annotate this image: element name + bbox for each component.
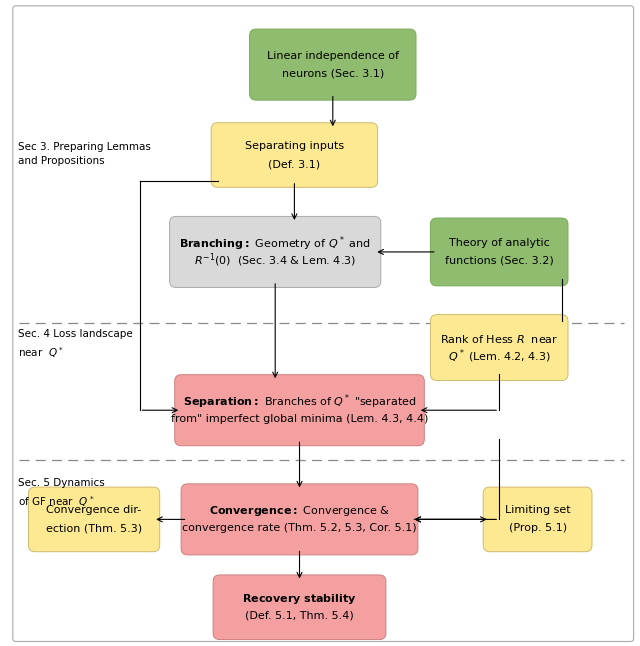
Text: Sec. 4 Loss landscape
near  $Q^*$: Sec. 4 Loss landscape near $Q^*$: [18, 329, 132, 360]
FancyBboxPatch shape: [211, 123, 378, 187]
FancyBboxPatch shape: [175, 375, 424, 446]
FancyBboxPatch shape: [250, 29, 416, 100]
FancyBboxPatch shape: [28, 487, 159, 552]
Text: convergence rate (Thm. 5.2, 5.3, Cor. 5.1): convergence rate (Thm. 5.2, 5.3, Cor. 5.…: [182, 523, 417, 533]
Text: Rank of Hess $R$  near: Rank of Hess $R$ near: [440, 333, 558, 345]
FancyBboxPatch shape: [483, 487, 592, 552]
Text: from" imperfect global minima (Lem. 4.3, 4.4): from" imperfect global minima (Lem. 4.3,…: [171, 413, 428, 424]
Text: $\mathbf{Branching:}$ Geometry of $Q^*$ and: $\mathbf{Branching:}$ Geometry of $Q^*$ …: [179, 234, 371, 253]
Text: Sec. 5 Dynamics
of GF near  $Q^*$: Sec. 5 Dynamics of GF near $Q^*$: [18, 478, 105, 509]
FancyBboxPatch shape: [213, 575, 386, 640]
FancyBboxPatch shape: [430, 315, 568, 380]
Text: $R^{-1}(0)$  (Sec. 3.4 & Lem. 4.3): $R^{-1}(0)$ (Sec. 3.4 & Lem. 4.3): [194, 251, 356, 269]
FancyBboxPatch shape: [181, 484, 418, 555]
Text: Convergence dir-: Convergence dir-: [47, 505, 141, 516]
Text: (Def. 3.1): (Def. 3.1): [268, 159, 321, 169]
Text: Limiting set: Limiting set: [505, 505, 570, 516]
Text: $Q^*$ (Lem. 4.2, 4.3): $Q^*$ (Lem. 4.2, 4.3): [448, 347, 550, 365]
Text: (Prop. 5.1): (Prop. 5.1): [509, 523, 566, 534]
Text: $\mathbf{Separation:}$ Branches of $Q^*$ "separated: $\mathbf{Separation:}$ Branches of $Q^*$…: [183, 393, 416, 411]
Text: $\mathbf{Convergence:}$ Convergence &: $\mathbf{Convergence:}$ Convergence &: [209, 504, 390, 518]
Text: Separating inputs: Separating inputs: [245, 141, 344, 151]
FancyBboxPatch shape: [430, 218, 568, 286]
Text: (Def. 5.1, Thm. 5.4): (Def. 5.1, Thm. 5.4): [245, 610, 354, 621]
FancyBboxPatch shape: [170, 216, 381, 287]
Text: $\mathbf{Recovery\ stability}$: $\mathbf{Recovery\ stability}$: [242, 592, 357, 606]
Text: functions (Sec. 3.2): functions (Sec. 3.2): [445, 256, 554, 266]
Text: Sec 3. Preparing Lemmas
and Propositions: Sec 3. Preparing Lemmas and Propositions: [18, 142, 151, 166]
FancyBboxPatch shape: [13, 6, 634, 641]
Text: Linear independence of: Linear independence of: [267, 50, 399, 61]
Text: Theory of analytic: Theory of analytic: [449, 238, 550, 248]
Text: ection (Thm. 5.3): ection (Thm. 5.3): [46, 523, 142, 534]
Text: neurons (Sec. 3.1): neurons (Sec. 3.1): [282, 68, 384, 79]
